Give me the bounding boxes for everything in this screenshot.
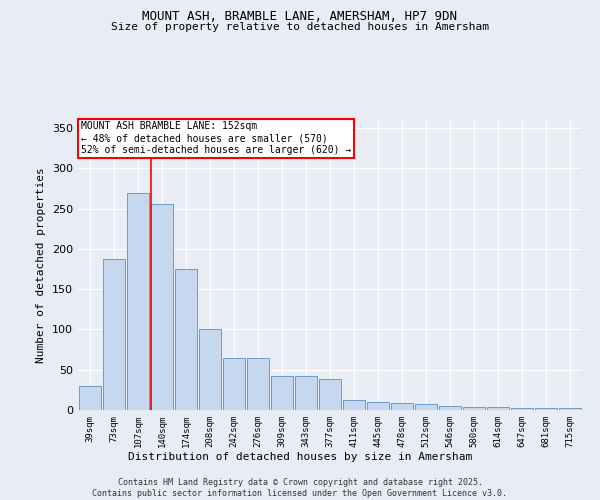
- Bar: [319, 380, 341, 410]
- Bar: [559, 408, 581, 410]
- Bar: [535, 408, 557, 410]
- Bar: [175, 269, 197, 410]
- Bar: [223, 358, 245, 410]
- Bar: [367, 402, 389, 410]
- Bar: [343, 400, 365, 410]
- Text: MOUNT ASH BRAMBLE LANE: 152sqm
← 48% of detached houses are smaller (570)
52% of: MOUNT ASH BRAMBLE LANE: 152sqm ← 48% of …: [80, 122, 351, 154]
- Bar: [415, 404, 437, 410]
- Bar: [295, 376, 317, 410]
- Bar: [487, 407, 509, 410]
- Bar: [511, 408, 533, 410]
- Bar: [247, 358, 269, 410]
- Bar: [391, 403, 413, 410]
- Bar: [151, 204, 173, 410]
- Bar: [79, 386, 101, 410]
- Bar: [103, 258, 125, 410]
- Bar: [271, 376, 293, 410]
- Bar: [439, 406, 461, 410]
- Text: Distribution of detached houses by size in Amersham: Distribution of detached houses by size …: [128, 452, 472, 462]
- Bar: [463, 407, 485, 410]
- Bar: [127, 192, 149, 410]
- Text: Size of property relative to detached houses in Amersham: Size of property relative to detached ho…: [111, 22, 489, 32]
- Bar: [199, 330, 221, 410]
- Text: MOUNT ASH, BRAMBLE LANE, AMERSHAM, HP7 9DN: MOUNT ASH, BRAMBLE LANE, AMERSHAM, HP7 9…: [143, 10, 458, 23]
- Y-axis label: Number of detached properties: Number of detached properties: [37, 167, 46, 363]
- Text: Contains HM Land Registry data © Crown copyright and database right 2025.
Contai: Contains HM Land Registry data © Crown c…: [92, 478, 508, 498]
